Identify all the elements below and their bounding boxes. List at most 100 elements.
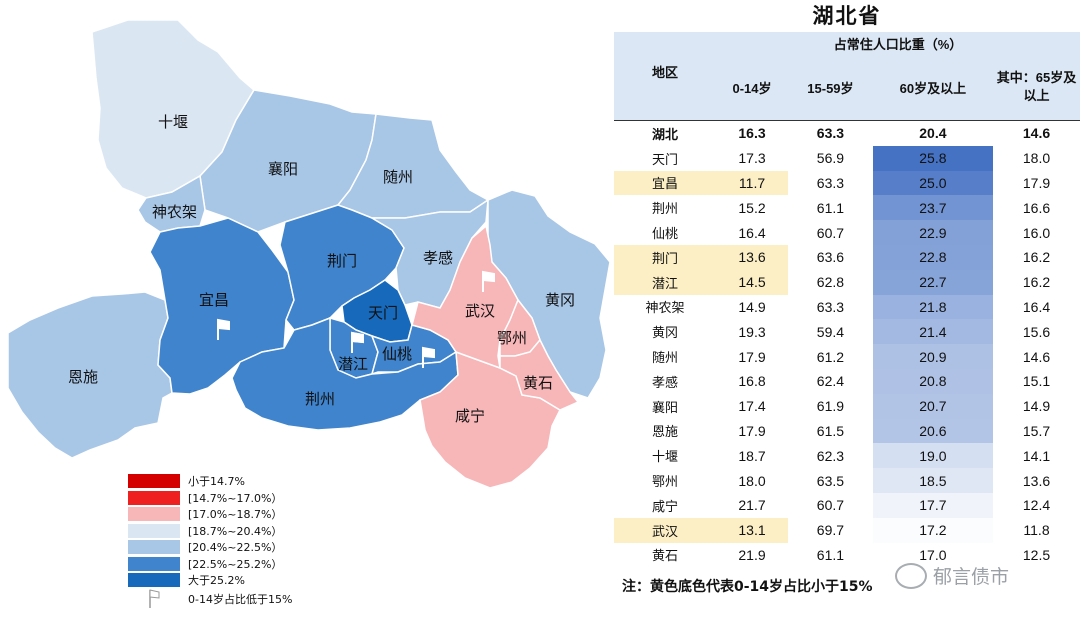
table-row: 湖北 16.3 63.3 20.4 14.6: [614, 119, 1080, 146]
table-row: 荆门 13.6 63.6 22.8 16.2: [614, 244, 1080, 270]
cell-col-60plus: 20.6: [872, 418, 993, 444]
cell-col-60plus: 17.7: [872, 492, 993, 518]
flag-icon: [482, 270, 495, 292]
cell-col-65plus: 15.6: [1022, 323, 1051, 340]
cell-col-15-59: 63.3: [816, 174, 845, 191]
population-table: 地区 占常住人口比重（%） 0-14岁 15-59岁 60岁及以上 其中：65岁…: [614, 32, 1080, 568]
table-row: 十堰 18.7 62.3 19.0 14.1: [614, 443, 1080, 469]
cell-col-15-59: 61.2: [816, 348, 845, 365]
map-label-0: 十堰: [158, 113, 188, 131]
legend-swatch: [128, 573, 180, 588]
legend-item: [20.4%~22.5%）: [128, 539, 292, 556]
cell-col-0-14: 17.3: [738, 150, 766, 167]
header-age-15-59: 15-59岁: [788, 54, 873, 121]
legend-swatch: [128, 490, 180, 505]
cell-col-60plus: 25.0: [872, 170, 993, 196]
table-row: 荆州 15.2 61.1 23.7 16.6: [614, 195, 1080, 221]
table-note: 注：黄色底色代表0-14岁占比小于15%: [622, 579, 873, 595]
legend-label: 大于25.2%: [188, 574, 245, 588]
cell-col-60plus: 17.2: [872, 517, 993, 543]
cell-col-15-59: 61.1: [816, 546, 845, 563]
header-age-0-14: 0-14岁: [716, 54, 789, 121]
cell-col-60plus: 25.8: [872, 145, 993, 171]
legend-flag-label: 0-14岁占比低于15%: [188, 592, 293, 606]
table-row: 鄂州 18.0 63.5 18.5 13.6: [614, 468, 1080, 493]
cell-region: 武汉: [614, 517, 716, 543]
cell-region: 宜昌: [614, 170, 716, 196]
cell-col-0-14: 15.2: [738, 199, 766, 216]
region-huangshi[interactable]: [499, 338, 580, 411]
map-label-9: 潜江: [338, 355, 368, 373]
cell-col-15-59: 63.6: [816, 249, 845, 266]
map-label-15: 黄石: [523, 374, 553, 392]
cell-region: 天门: [651, 152, 678, 168]
table-row: 黄冈 19.3 59.4 21.4 15.6: [614, 319, 1080, 345]
cell-col-15-59: 63.5: [816, 472, 845, 489]
cell-col-60plus: 17.0: [872, 542, 993, 568]
cell-col-15-59: 63.3: [816, 298, 845, 315]
cell-col-0-14: 16.4: [738, 224, 766, 241]
map-label-3: 神农架: [152, 203, 197, 221]
cell-col-65plus: 16.6: [1022, 199, 1051, 216]
cell-col-15-59: 56.9: [816, 150, 845, 167]
cell-col-15-59: 60.7: [816, 497, 845, 514]
cell-col-15-59: 69.7: [816, 522, 845, 539]
cell-col-65plus: 16.4: [1022, 298, 1051, 315]
cell-col-0-14: 14.9: [738, 298, 766, 315]
legend-label: [22.5%~25.2%）: [188, 557, 283, 571]
table-row: 咸宁 21.7 60.7 17.7 12.4: [614, 492, 1080, 518]
cell-col-15-59: 59.4: [816, 323, 845, 340]
map-label-1: 襄阳: [268, 160, 298, 178]
cell-col-0-14: 16.3: [716, 119, 789, 146]
cell-region: 黄石: [651, 549, 678, 565]
cell-col-65plus: 12.5: [1022, 546, 1051, 563]
flag-icon: [351, 331, 364, 353]
cell-col-65plus: 16.2: [1022, 249, 1051, 266]
cell-col-0-14: 13.1: [716, 517, 789, 543]
cell-region: 襄阳: [651, 400, 678, 416]
cell-col-0-14: 16.8: [738, 373, 766, 390]
cell-col-65plus: 12.4: [1022, 497, 1051, 514]
legend-label: [17.0%~18.7%）: [188, 508, 283, 522]
cell-col-0-14: 18.0: [738, 472, 766, 489]
cell-col-60plus: 20.4: [872, 119, 993, 146]
cell-col-15-59: 61.5: [816, 422, 845, 439]
region-yichang[interactable]: [149, 217, 295, 395]
cell-region: 潜江: [614, 269, 716, 295]
cell-col-15-59: 61.9: [816, 398, 845, 415]
legend-label: 小于14.7%: [188, 475, 245, 489]
map-label-2: 随州: [383, 168, 413, 186]
cell-col-0-14: 21.9: [738, 546, 766, 563]
legend-label: [14.7%~17.0%）: [188, 491, 283, 505]
cell-col-60plus: 23.7: [872, 195, 993, 221]
map-label-5: 宜昌: [199, 291, 229, 309]
map-label-4: 恩施: [68, 368, 98, 386]
legend-item: [22.5%~25.2%）: [128, 556, 292, 573]
table-row: 襄阳 17.4 61.9 20.7 14.9: [614, 393, 1080, 419]
cell-col-0-14: 17.9: [738, 422, 766, 439]
table-row: 孝感 16.8 62.4 20.8 15.1: [614, 368, 1080, 394]
flag-icon: [128, 589, 180, 609]
cell-col-15-59: 62.8: [816, 274, 845, 291]
cell-col-15-59: 62.4: [816, 373, 845, 390]
legend-item: [17.0%~18.7%）: [128, 506, 292, 523]
data-table-panel: 湖北省 地区 占常住人口比重（%） 0-14岁 15-59岁 60岁及以上 其中…: [614, 0, 1080, 568]
cell-col-65plus: 14.9: [1022, 398, 1051, 415]
legend-label: [18.7%~20.4%）: [188, 524, 283, 538]
cell-col-60plus: 21.8: [872, 294, 993, 320]
cell-col-15-59: 61.1: [816, 199, 845, 216]
cell-region: 十堰: [651, 450, 678, 466]
cell-col-65plus: 14.6: [993, 119, 1080, 146]
cell-col-15-59: 62.3: [816, 447, 845, 464]
cell-col-0-14: 18.7: [738, 447, 766, 464]
legend-swatch: [128, 523, 180, 538]
cell-col-0-14: 17.4: [738, 398, 766, 415]
cell-region: 恩施: [651, 425, 678, 441]
header-region: 地区: [614, 32, 716, 121]
cell-col-65plus: 11.8: [1023, 522, 1050, 539]
cell-col-65plus: 14.6: [1022, 348, 1051, 365]
cell-col-60plus: 20.9: [872, 344, 993, 369]
cell-col-0-14: 13.6: [716, 244, 789, 270]
cell-col-60plus: 21.4: [872, 319, 993, 345]
cell-col-65plus: 16.2: [1022, 274, 1051, 291]
